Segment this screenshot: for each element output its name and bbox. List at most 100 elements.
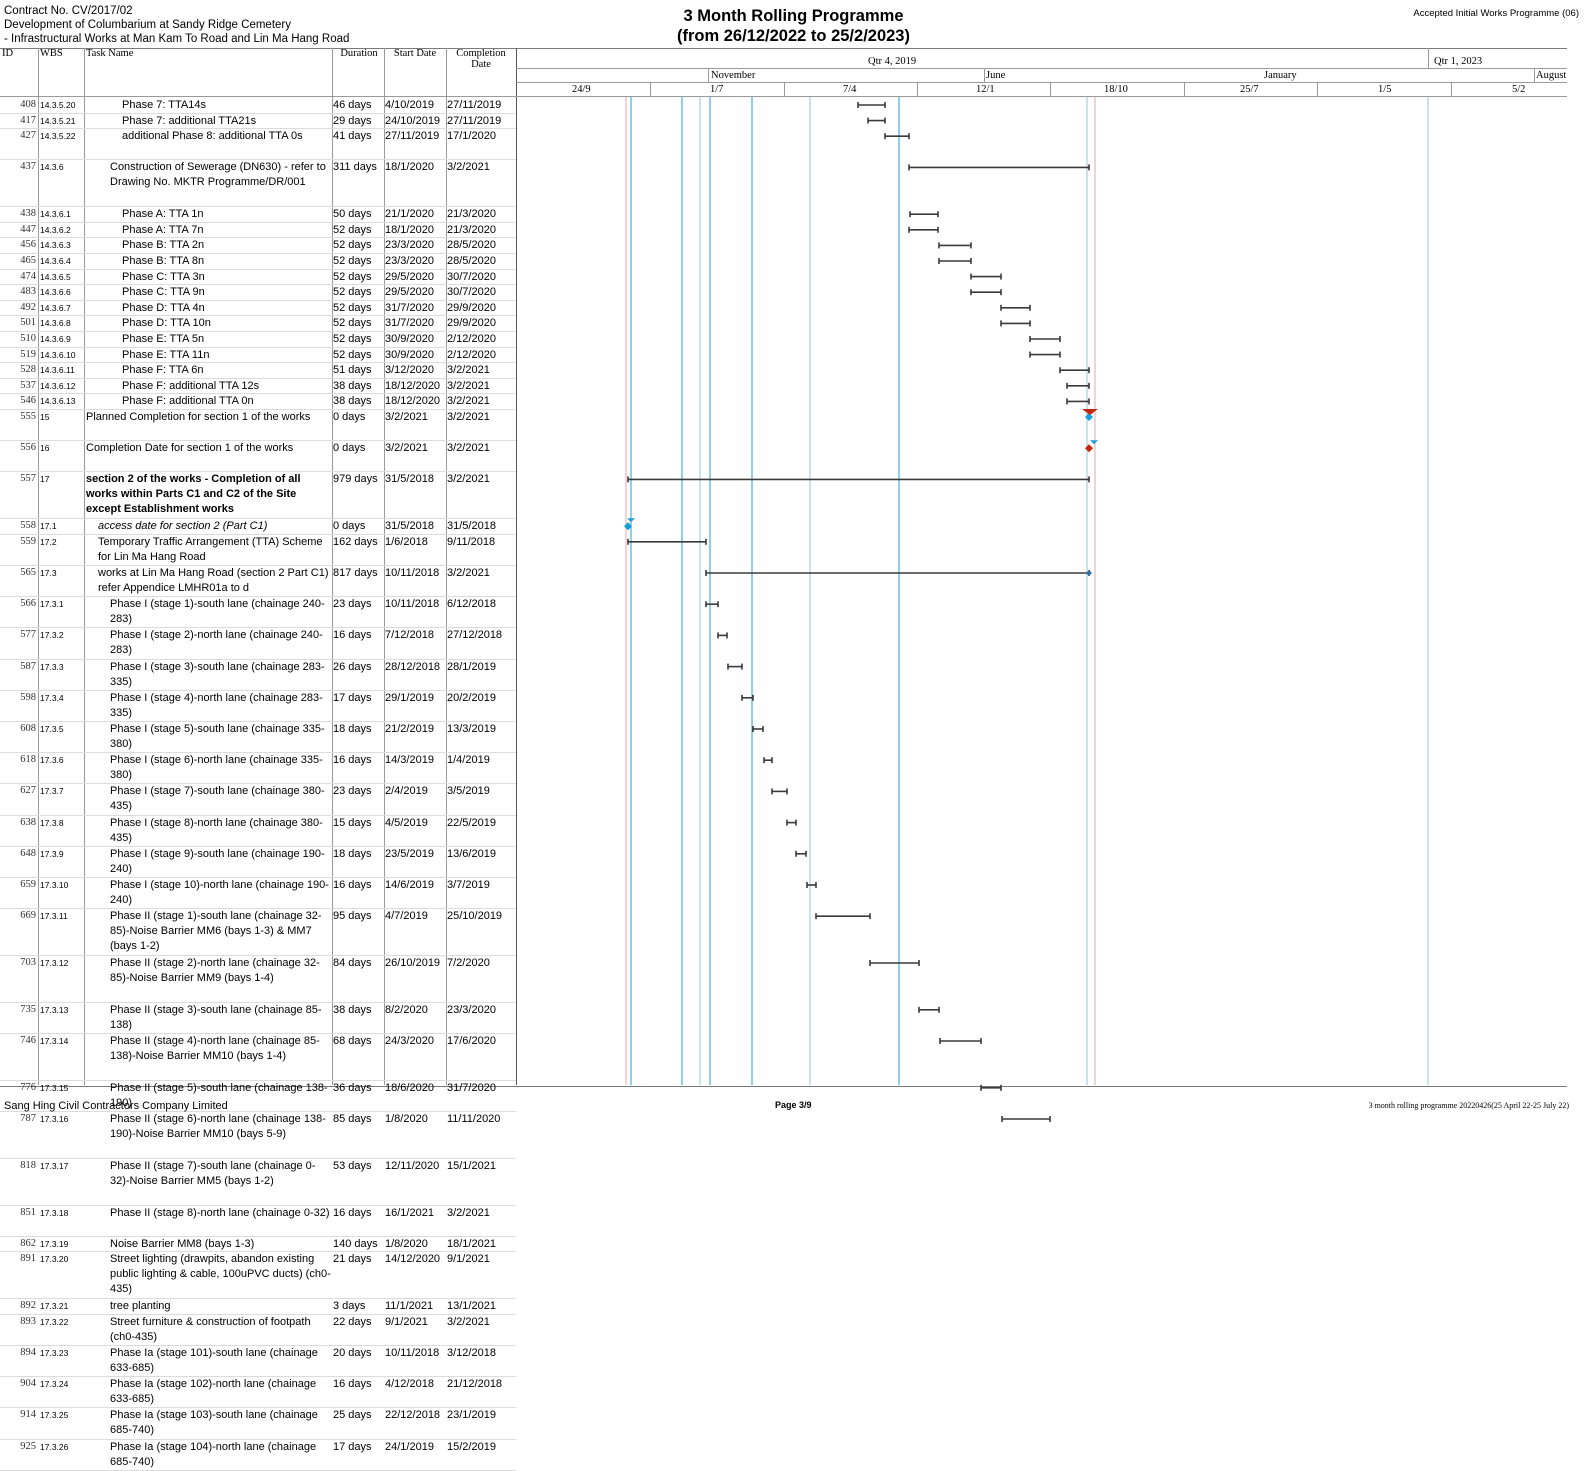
task-id: 438 bbox=[20, 208, 36, 220]
task-row[interactable]: 618 17.3.6 Phase I (stage 6)-north lane (c… bbox=[0, 752, 516, 785]
task-row[interactable]: 546 14.3.6.13 Phase F: additional TTA 0n 38… bbox=[0, 393, 516, 410]
col-header-id: ID bbox=[2, 48, 14, 59]
project-subtitle: - Infrastructural Works at Man Kam To Ro… bbox=[4, 33, 350, 45]
task-start-date: 23/3/2020 bbox=[385, 239, 434, 252]
task-row[interactable]: 537 14.3.6.12 Phase F: additional TTA 12s 3… bbox=[0, 378, 516, 395]
task-row[interactable]: 577 17.3.2 Phase I (stage 2)-north lane (c… bbox=[0, 627, 516, 660]
task-name: Completion Date for section 1 of the wor… bbox=[86, 442, 294, 455]
task-row[interactable]: 565 17.3 works at Lin Ma Hang Road (sectio… bbox=[0, 565, 516, 598]
task-id: 437 bbox=[20, 161, 36, 173]
task-row[interactable]: 566 17.3.1 Phase I (stage 1)-south lane (c… bbox=[0, 596, 516, 629]
task-start-date: 14/3/2019 bbox=[385, 754, 434, 767]
task-row[interactable]: 483 14.3.6.6 Phase C: TTA 9n 52 days 29/5/20… bbox=[0, 284, 516, 301]
task-row[interactable]: 528 14.3.6.11 Phase F: TTA 6n 51 days 3/12/2… bbox=[0, 362, 516, 379]
task-row[interactable]: 893 17.3.22 Street furniture & constructio… bbox=[0, 1314, 516, 1346]
day-divider bbox=[1317, 82, 1318, 96]
task-row[interactable]: 447 14.3.6.2 Phase A: TTA 7n 52 days 18/1/20… bbox=[0, 222, 516, 239]
task-row[interactable]: 914 17.3.25 Phase Ia (stage 103)-south lan… bbox=[0, 1407, 516, 1440]
task-row[interactable]: 669 17.3.11 Phase II (stage 1)-south lane … bbox=[0, 908, 516, 956]
task-row[interactable]: 776 17.3.15 Phase II (stage 5)-south lane … bbox=[0, 1080, 516, 1112]
task-wbs: 16 bbox=[40, 443, 50, 454]
task-id: 608 bbox=[20, 723, 36, 734]
task-start-date: 26/10/2019 bbox=[385, 957, 441, 969]
task-wbs: 17.3.23 bbox=[40, 1348, 69, 1358]
task-row[interactable]: 638 17.3.8 Phase I (stage 8)-north lane (c… bbox=[0, 815, 516, 847]
task-wbs: 17.3.19 bbox=[40, 1238, 69, 1249]
task-name: Phase A: TTA 7n bbox=[122, 223, 204, 236]
task-duration: 38 days bbox=[333, 1003, 372, 1016]
task-row[interactable]: 703 17.3.12 Phase II (stage 2)-north lane … bbox=[0, 955, 516, 1003]
task-row[interactable]: 408 14.3.5.20 Phase 7: TTA14s 46 days 4/10/2… bbox=[0, 97, 516, 114]
task-row[interactable]: 492 14.3.6.7 Phase D: TTA 4n 52 days 31/7/20… bbox=[0, 300, 516, 317]
task-row[interactable]: 587 17.3.3 Phase I (stage 3)-south lane (c… bbox=[0, 659, 516, 691]
task-duration: 52 days bbox=[333, 270, 372, 283]
task-name: Phase D: TTA 10n bbox=[122, 317, 211, 330]
task-name: Phase Ia (stage 101)-south lane (chainag… bbox=[110, 1347, 318, 1374]
task-row[interactable]: 894 17.3.23 Phase Ia (stage 101)-south lan… bbox=[0, 1345, 516, 1378]
task-name: Phase B: TTA 8n bbox=[122, 255, 205, 267]
task-row[interactable]: 427 14.3.5.22 additional Phase 8: addition… bbox=[0, 128, 516, 161]
task-row[interactable]: 556 16 Completion Date for section 1 of th… bbox=[0, 440, 516, 473]
task-wbs: 17.3.8 bbox=[40, 817, 64, 828]
task-row[interactable]: 818 17.3.17 Phase II (stage 7)-south lane … bbox=[0, 1158, 516, 1206]
task-wbs: 17.3.24 bbox=[40, 1379, 69, 1390]
task-start-date: 3/2/2021 bbox=[385, 411, 428, 423]
task-row[interactable]: 735 17.3.13 Phase II (stage 3)-south lane … bbox=[0, 1002, 516, 1034]
task-completion-date: 3/2/2021 bbox=[447, 567, 490, 579]
task-row[interactable]: 659 17.3.10 Phase I (stage 10)-north lane … bbox=[0, 877, 516, 910]
task-row[interactable]: 555 15 Planned Completion for section 1 of… bbox=[0, 409, 516, 442]
task-row[interactable]: 465 14.3.6.4 Phase B: TTA 8n 52 days 23/3/20… bbox=[0, 253, 516, 270]
task-row[interactable]: 557 17 section 2 of the works - Completion… bbox=[0, 471, 516, 520]
task-id: 417 bbox=[20, 114, 36, 126]
task-id: 528 bbox=[20, 364, 36, 376]
task-id: 925 bbox=[20, 1440, 36, 1452]
task-completion-date: 23/3/2020 bbox=[447, 1003, 496, 1016]
task-wbs: 14.3.6.4 bbox=[40, 256, 71, 266]
task-wbs: 14.3.5.21 bbox=[40, 115, 76, 126]
task-row[interactable]: 474 14.3.6.5 Phase C: TTA 3n 52 days 29/5/20… bbox=[0, 269, 516, 286]
task-row[interactable]: 598 17.3.4 Phase I (stage 4)-north lane (c… bbox=[0, 690, 516, 722]
task-completion-date: 3/2/2021 bbox=[447, 379, 490, 392]
task-duration: 16 days bbox=[333, 879, 372, 891]
task-row[interactable]: 437 14.3.6 Construction of Sewerage (DN630… bbox=[0, 159, 516, 208]
task-completion-date: 27/11/2019 bbox=[447, 99, 502, 111]
task-row[interactable]: 438 14.3.6.1 Phase A: TTA 1n 50 days 21/1/20… bbox=[0, 206, 516, 223]
task-id: 556 bbox=[20, 442, 36, 454]
task-duration: 16 days bbox=[333, 1378, 372, 1391]
task-completion-date: 6/12/2018 bbox=[447, 598, 496, 611]
task-start-date: 29/5/2020 bbox=[385, 286, 434, 299]
task-row[interactable]: 608 17.3.5 Phase I (stage 5)-south lane (c… bbox=[0, 721, 516, 754]
task-duration: 979 days bbox=[333, 473, 378, 486]
task-completion-date: 28/5/2020 bbox=[447, 255, 496, 267]
task-name: Temporary Traffic Arrangement (TTA) Sche… bbox=[98, 535, 323, 563]
task-row[interactable]: 519 14.3.6.10 Phase E: TTA 11n 52 days 30/9/… bbox=[0, 347, 516, 364]
task-wbs: 14.3.6.1 bbox=[40, 209, 71, 220]
task-duration: 311 days bbox=[333, 161, 377, 174]
task-duration: 16 days bbox=[333, 629, 372, 642]
task-row[interactable]: 851 17.3.18 Phase II (stage 8)-north lane … bbox=[0, 1205, 516, 1237]
task-row[interactable]: 501 14.3.6.8 Phase D: TTA 10n 52 days 31/7/2… bbox=[0, 315, 516, 332]
task-row[interactable]: 417 14.3.5.21 Phase 7: additional TTA21s 29… bbox=[0, 113, 516, 130]
task-completion-date: 3/2/2021 bbox=[447, 473, 490, 486]
task-row[interactable]: 510 14.3.6.9 Phase E: TTA 5n 52 days 30/9/20… bbox=[0, 331, 516, 348]
task-row[interactable]: 559 17.2 Temporary Traffic Arrangement (TT… bbox=[0, 534, 516, 566]
task-row[interactable]: 891 17.3.20 Street lighting (drawpits, aba… bbox=[0, 1251, 516, 1300]
task-row[interactable]: 862 17.3.19 Noise Barrier MM8 (bays 1-3) 14… bbox=[0, 1236, 516, 1253]
task-row[interactable]: 627 17.3.7 Phase I (stage 7)-south lane (c… bbox=[0, 783, 516, 816]
task-row[interactable]: 892 17.3.21 tree planting 3 days 11/1/2021 13… bbox=[0, 1298, 516, 1315]
task-row[interactable]: 925 17.3.26 Phase Ia (stage 104)-north lan… bbox=[0, 1439, 516, 1471]
task-completion-date: 1/4/2019 bbox=[447, 754, 490, 767]
task-start-date: 23/3/2020 bbox=[385, 255, 434, 267]
task-start-date: 2/4/2019 bbox=[385, 785, 428, 798]
col-header-completion: Completion Date bbox=[456, 48, 506, 70]
task-start-date: 1/6/2018 bbox=[385, 535, 428, 548]
task-row[interactable]: 648 17.3.9 Phase I (stage 9)-south lane (c… bbox=[0, 846, 516, 878]
task-row[interactable]: 746 17.3.14 Phase II (stage 4)-north lane … bbox=[0, 1033, 516, 1081]
task-row[interactable]: 456 14.3.6.3 Phase B: TTA 2n 52 days 23/3/20… bbox=[0, 237, 516, 254]
task-duration: 0 days bbox=[333, 520, 366, 533]
task-row[interactable]: 904 17.3.24 Phase Ia (stage 102)-north lan… bbox=[0, 1376, 516, 1409]
task-completion-date: 31/7/2020 bbox=[447, 1081, 496, 1094]
company-name: Sang Hing Civil Contractors Company Limi… bbox=[4, 1100, 228, 1112]
task-duration: 85 days bbox=[333, 1113, 372, 1125]
task-row[interactable]: 558 17.1 access date for section 2 (Part C… bbox=[0, 518, 516, 535]
